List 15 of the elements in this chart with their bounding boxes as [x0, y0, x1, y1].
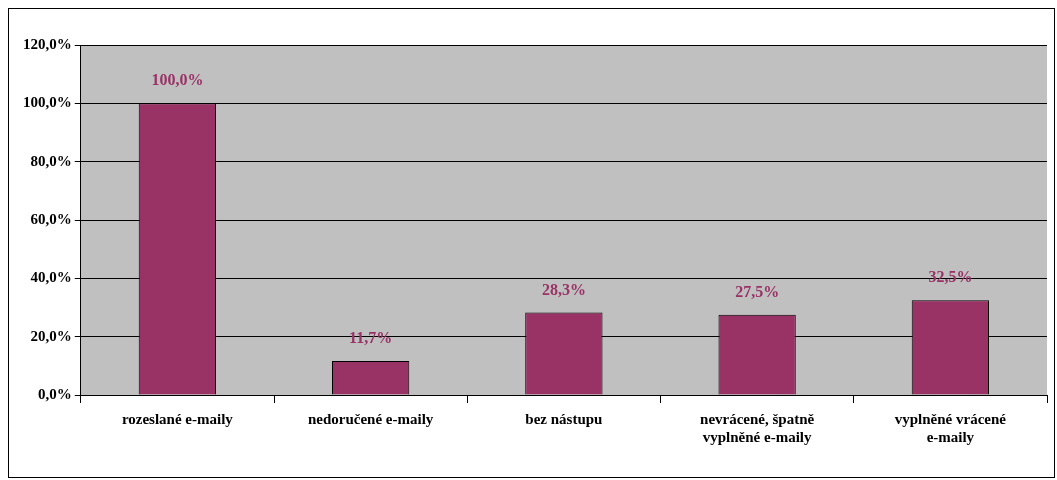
y-tick-label: 0,0%	[38, 385, 72, 402]
y-tick-label: 120,0%	[23, 35, 72, 52]
y-tick-label: 60,0%	[30, 210, 72, 227]
x-tick-label: rozeslané e-maily	[121, 410, 234, 427]
data-label: 27,5%	[735, 282, 780, 300]
y-tick-label: 20,0%	[30, 327, 72, 344]
y-tick-label: 100,0%	[23, 94, 72, 111]
x-tick-label: nevrácené, špatně vyplněné e-maily	[700, 410, 815, 445]
data-label: 28,3%	[541, 280, 586, 298]
x-tick-label: bez nástupu	[525, 410, 603, 427]
y-tick-label: 40,0%	[30, 269, 72, 286]
x-tick-label: nedoručené e-maily	[307, 410, 434, 427]
y-tick-label: 80,0%	[30, 152, 72, 169]
data-label: 100,0%	[151, 71, 204, 89]
x-tick-label: vyplněné vrácené e-maily	[894, 410, 1007, 445]
